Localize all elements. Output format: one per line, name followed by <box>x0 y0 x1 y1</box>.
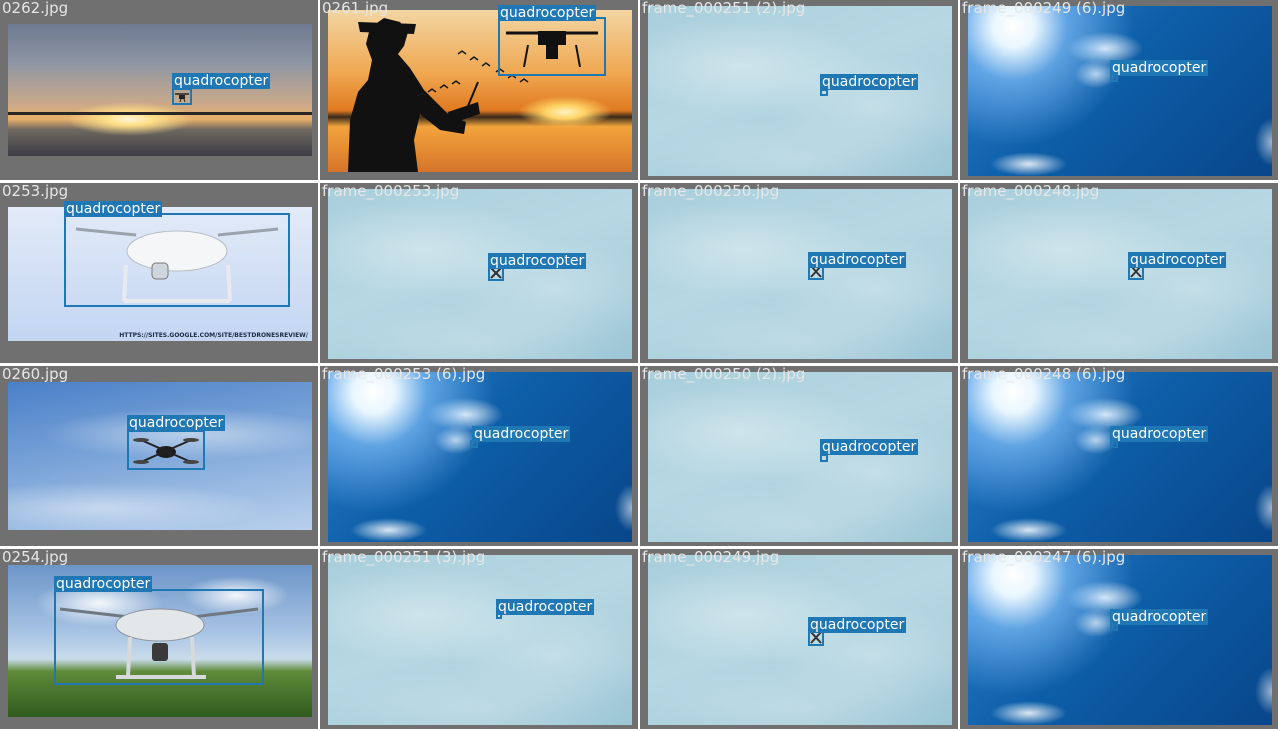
detection-label: quadrocopter <box>820 74 918 90</box>
tile-0253[interactable]: HTTPS://SITES.GOOGLE.COM/SITE/BESTDRONES… <box>0 183 318 363</box>
tile-frame-000250-2[interactable]: frame_000250 (2).jpg quadrocopter <box>640 366 958 546</box>
detection-label: quadrocopter <box>127 415 225 431</box>
detection-label: quadrocopter <box>472 426 570 442</box>
tile-filename: frame_000247 (6).jpg <box>962 549 1125 566</box>
tile-frame-000247-6[interactable]: frame_000247 (6).jpg quadrocopter <box>960 549 1278 729</box>
detection-label: quadrocopter <box>54 576 152 592</box>
detection-box <box>498 17 606 76</box>
tile-frame-000249[interactable]: frame_000249.jpg quadrocopter <box>640 549 958 729</box>
detection-label: quadrocopter <box>488 253 586 269</box>
tile-frame-000251-3[interactable]: frame_000251 (3).jpg quadrocopter <box>320 549 638 729</box>
tile-filename: 0254.jpg <box>2 549 68 566</box>
photo-cloudy-sky <box>328 555 632 725</box>
detection-label: quadrocopter <box>1128 252 1226 268</box>
tile-frame-000248-6[interactable]: frame_000248 (6).jpg quadrocopter <box>960 366 1278 546</box>
tile-filename: 0260.jpg <box>2 366 68 383</box>
drone-icon <box>174 90 190 103</box>
photo-sunset-clouds <box>8 24 312 156</box>
tile-filename: frame_000251 (2).jpg <box>642 0 805 17</box>
tile-0260[interactable]: 0260.jpg quadrocopter <box>0 366 318 546</box>
photo-blue-sky-sun <box>328 372 632 542</box>
photo-cloudy-sky <box>648 555 952 725</box>
detection-box <box>820 454 828 462</box>
tile-frame-000249-6[interactable]: frame_000249 (6).jpg quadrocopter <box>960 0 1278 180</box>
tile-filename: frame_000251 (3).jpg <box>322 549 485 566</box>
photo-cloudy-sky <box>328 189 632 359</box>
detection-label: quadrocopter <box>64 201 162 217</box>
detection-label: quadrocopter <box>808 252 906 268</box>
watermark-text: HTTPS://SITES.GOOGLE.COM/SITE/BESTDRONES… <box>119 332 308 339</box>
detection-label: quadrocopter <box>808 617 906 633</box>
photo-blue-sky-sun <box>968 6 1272 176</box>
tile-filename: frame_000248 (6).jpg <box>962 366 1125 383</box>
detection-label: quadrocopter <box>172 73 270 89</box>
photo-blue-sky-sun <box>968 555 1272 725</box>
tile-filename: frame_000249 (6).jpg <box>962 0 1125 17</box>
photo-cloudy-sky <box>648 189 952 359</box>
tile-filename: frame_000250 (2).jpg <box>642 366 805 383</box>
detection-box <box>172 88 192 105</box>
photo-blue-sky-sun <box>968 372 1272 542</box>
tile-filename: frame_000250.jpg <box>642 183 779 200</box>
detection-box <box>127 430 205 470</box>
tile-0254[interactable]: 0254.jpg quadrocopter <box>0 549 318 729</box>
horizon-line <box>8 112 312 115</box>
tile-filename: frame_000253 (6).jpg <box>322 366 485 383</box>
detection-label: quadrocopter <box>820 439 918 455</box>
tile-frame-000253-6[interactable]: frame_000253 (6).jpg quadrocopter <box>320 366 638 546</box>
detection-label: quadrocopter <box>1110 60 1208 76</box>
drone-icon <box>129 432 203 468</box>
detection-box <box>820 89 828 96</box>
detection-box <box>64 213 290 307</box>
detection-label: quadrocopter <box>1110 426 1208 442</box>
drone-icon <box>500 19 604 74</box>
tile-filename: 0253.jpg <box>2 183 68 200</box>
photo-cloudy-sky <box>968 189 1272 359</box>
tile-frame-000251-2[interactable]: frame_000251 (2).jpg quadrocopter <box>640 0 958 180</box>
tile-0262[interactable]: 0262.jpg quadrocopter <box>0 0 318 180</box>
photo-cloudy-sky <box>648 6 952 176</box>
tile-0261[interactable]: 0261.jpg quadrocopter <box>320 0 638 180</box>
drone-icon <box>66 215 288 305</box>
detection-box <box>54 589 264 685</box>
photo-cloudy-sky <box>648 372 952 542</box>
tile-filename: 0262.jpg <box>2 0 68 17</box>
detection-label: quadrocopter <box>498 5 596 21</box>
tile-filename: frame_000248.jpg <box>962 183 1099 200</box>
tile-filename: frame_000253.jpg <box>322 183 459 200</box>
drone-icon <box>56 591 262 683</box>
tile-filename: frame_000249.jpg <box>642 549 779 566</box>
tile-filename: 0261.jpg <box>322 0 388 17</box>
tile-frame-000253[interactable]: frame_000253.jpg quadrocopter <box>320 183 638 363</box>
detection-label: quadrocopter <box>496 599 594 615</box>
tile-frame-000250[interactable]: frame_000250.jpg quadrocopter <box>640 183 958 363</box>
tile-frame-000248[interactable]: frame_000248.jpg quadrocopter <box>960 183 1278 363</box>
detection-label: quadrocopter <box>1110 609 1208 625</box>
